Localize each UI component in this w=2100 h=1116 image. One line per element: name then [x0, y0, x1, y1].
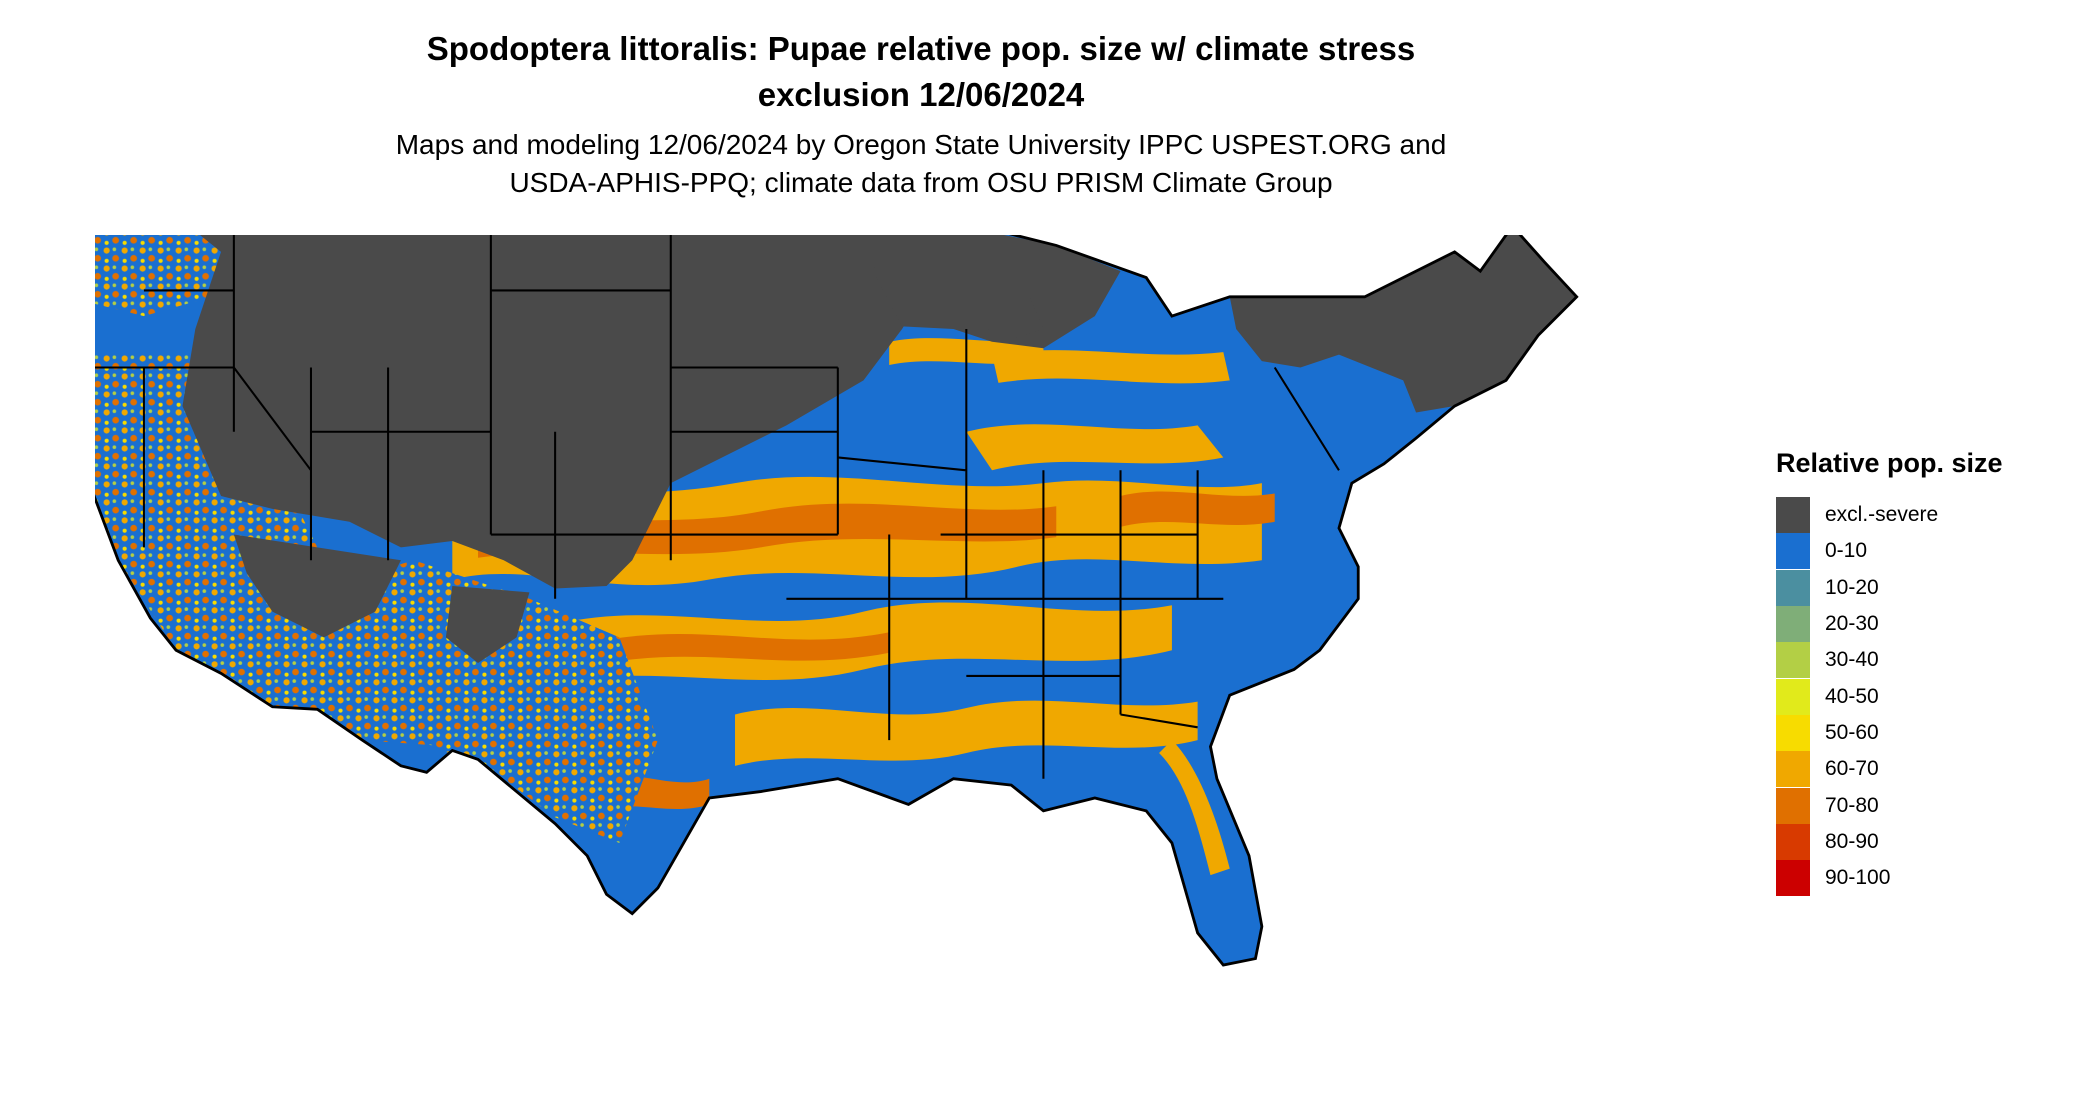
legend-item: 30-40	[1776, 642, 2003, 679]
legend-swatch	[1776, 714, 1810, 751]
map-subtitle: Maps and modeling 12/06/2024 by Oregon S…	[395, 129, 1447, 198]
legend-item: 60-70	[1776, 751, 2003, 788]
legend-item: 0-10	[1776, 533, 2003, 570]
legend-item: 80-90	[1776, 823, 2003, 860]
legend-swatch	[1776, 642, 1810, 679]
legend-item: 90-100	[1776, 860, 2003, 897]
legend-label: 80-90	[1825, 829, 1879, 853]
legend-item: 40-50	[1776, 678, 2003, 715]
legend-label: 60-70	[1825, 757, 1879, 781]
legend-swatch	[1776, 533, 1810, 570]
legend-label: 10-20	[1825, 575, 1879, 599]
legend-label: 50-60	[1825, 720, 1879, 744]
legend-items: excl.-severe 0-10 10-20 20-30 30-40 40-50 50-6…	[1776, 497, 2003, 897]
legend-item: 50-60	[1776, 714, 2003, 751]
legend-swatch	[1776, 606, 1810, 643]
us-map	[95, 235, 1579, 967]
conus-shape	[95, 235, 1579, 967]
legend-label: 90-100	[1825, 866, 1891, 890]
legend-label: 0-10	[1825, 539, 1868, 563]
legend-swatch	[1776, 678, 1810, 715]
legend-label: 70-80	[1825, 793, 1879, 817]
legend-label: 20-30	[1825, 612, 1879, 636]
legend-item: 70-80	[1776, 787, 2003, 824]
map-title: Spodoptera littoralis: Pupae relative po…	[426, 30, 1416, 113]
legend-item: excl.-severe	[1776, 497, 2003, 534]
legend-swatch	[1776, 860, 1810, 897]
legend-item: 20-30	[1776, 606, 2003, 643]
legend-swatch	[1776, 823, 1810, 860]
legend-item: 10-20	[1776, 569, 2003, 606]
legend-swatch	[1776, 497, 1810, 534]
legend-label: 30-40	[1825, 648, 1879, 672]
legend-swatch	[1776, 787, 1810, 824]
map-legend: Relative pop. size excl.-severe 0-10 10-20…	[1776, 448, 2003, 897]
legend-swatch	[1776, 569, 1810, 606]
legend-label: 40-50	[1825, 684, 1879, 708]
legend-swatch	[1776, 751, 1810, 788]
legend-title: Relative pop. size	[1776, 448, 2003, 478]
legend-label: excl.-severe	[1825, 503, 1939, 527]
